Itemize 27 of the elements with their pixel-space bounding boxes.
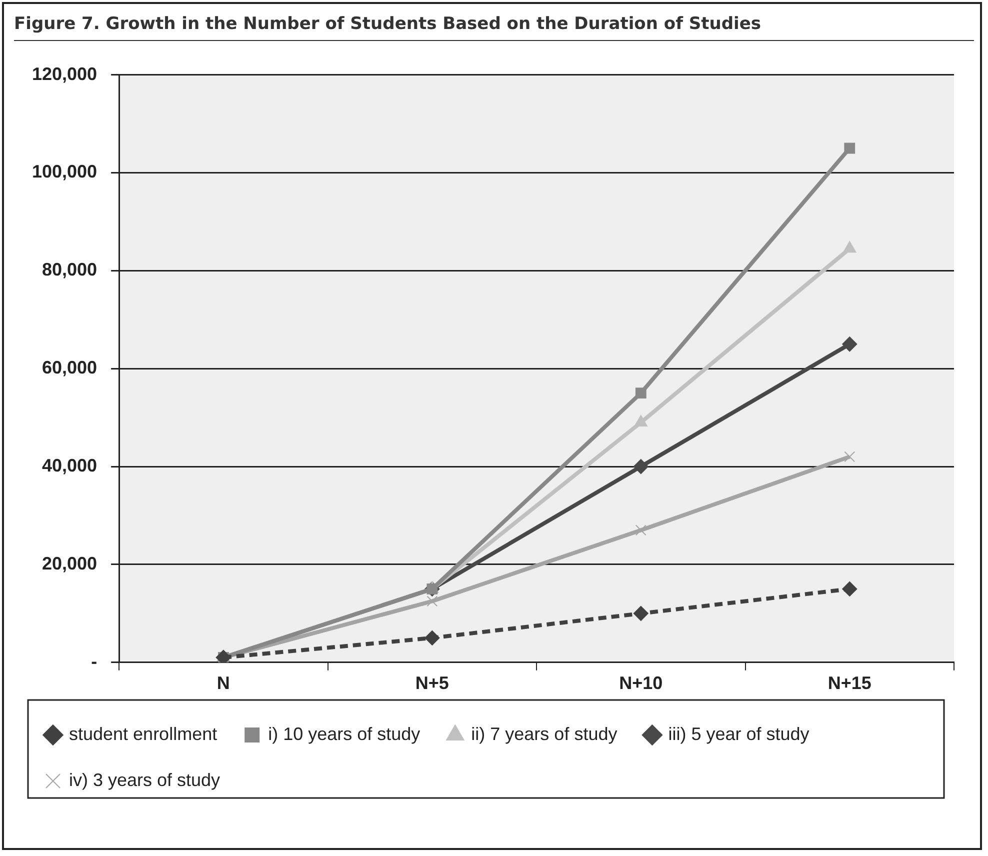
y-tick-label: 120,000 xyxy=(32,64,98,84)
point xyxy=(842,336,858,352)
legend-label: iv) 3 years of study xyxy=(69,770,220,790)
y-tick-label: 80,000 xyxy=(42,260,98,280)
point xyxy=(424,630,440,646)
legend-label: iii) 5 year of study xyxy=(668,724,810,744)
x-tick-label: N xyxy=(216,673,230,694)
y-tick-label: 20,000 xyxy=(42,553,98,574)
y-tick-label: 60,000 xyxy=(42,358,98,378)
point xyxy=(844,142,856,154)
x-tick-label: N+10 xyxy=(619,673,663,694)
y-tick-label: 40,000 xyxy=(42,456,98,476)
point xyxy=(426,596,438,607)
chart-title: Figure 7. Growth in the Number of Students Based on the Duration of Studies xyxy=(14,14,974,41)
point xyxy=(844,451,856,462)
x-tick-label: N+15 xyxy=(828,673,872,694)
x-tick-label: N+5 xyxy=(415,673,449,694)
y-tick-label: - xyxy=(91,651,98,672)
point xyxy=(842,581,858,596)
legend-label: i) 10 years of study xyxy=(268,724,420,744)
point xyxy=(633,606,648,621)
point xyxy=(633,459,648,474)
point xyxy=(635,388,646,399)
y-tick-label: 100,000 xyxy=(32,162,98,182)
legend-label: student enrollment xyxy=(69,724,218,744)
legend-label: ii) 7 years of study xyxy=(471,724,618,744)
point xyxy=(635,524,646,536)
